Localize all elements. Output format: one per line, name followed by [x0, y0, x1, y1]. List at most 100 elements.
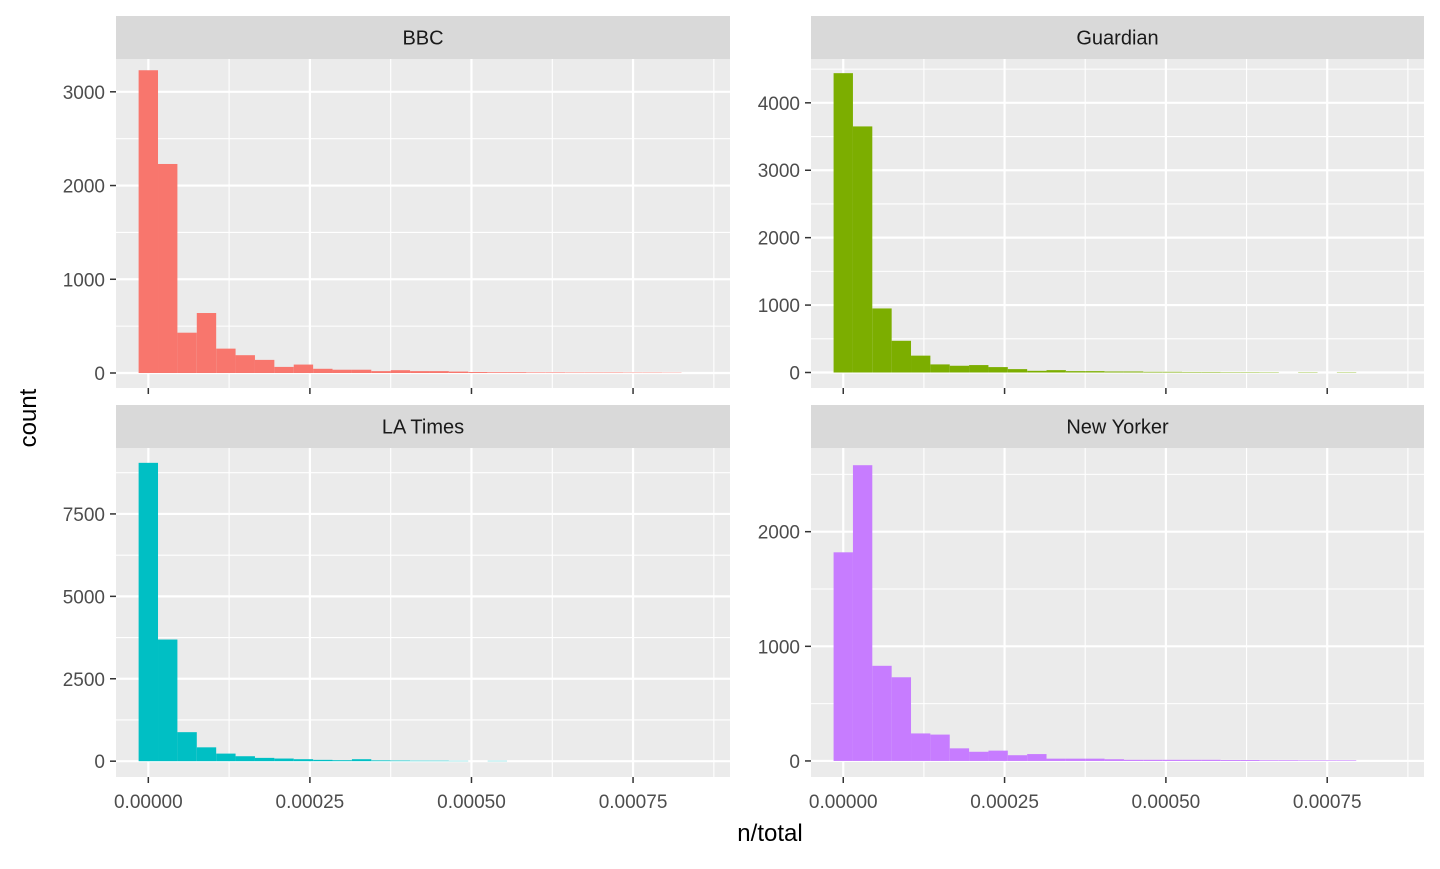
histogram-bar: [1027, 371, 1046, 373]
y-tick-label: 4000: [758, 94, 800, 115]
y-tick-label: 0: [94, 752, 105, 773]
histogram-bar: [216, 349, 235, 373]
histogram-bar: [139, 70, 158, 373]
histogram-bar: [1085, 759, 1104, 761]
panel-background: [116, 448, 730, 777]
facet-title: BBC: [402, 28, 443, 50]
x-tick-label: 0.00075: [599, 792, 668, 813]
histogram-bar: [1182, 760, 1201, 761]
x-tick-label: 0.00050: [1132, 792, 1201, 813]
histogram-bar: [1163, 760, 1182, 761]
histogram-bar: [139, 463, 158, 761]
histogram-bar: [892, 341, 911, 373]
histogram-bar: [1066, 371, 1085, 372]
histogram-bar: [429, 371, 448, 373]
histogram-bar: [352, 370, 371, 373]
y-tick-label: 1000: [63, 270, 105, 291]
histogram-bar: [371, 371, 390, 373]
histogram-bar: [988, 367, 1007, 372]
histogram-bar: [468, 372, 487, 373]
y-tick-label: 2000: [758, 229, 800, 250]
histogram-bar: [1105, 371, 1124, 372]
x-axis-title: n/total: [737, 820, 802, 847]
histogram-bar: [216, 754, 235, 762]
histogram-bar: [1259, 760, 1278, 761]
histogram-bar: [950, 366, 969, 373]
histogram-bar: [546, 372, 565, 373]
histogram-bar: [313, 369, 332, 373]
histogram-bar: [853, 126, 872, 372]
histogram-bar: [1066, 759, 1085, 761]
histogram-bar: [391, 761, 410, 762]
histogram-bar: [1085, 371, 1104, 372]
histogram-bar: [988, 751, 1007, 761]
histogram-bar: [274, 759, 293, 762]
histogram-bar: [1279, 760, 1298, 761]
histogram-bar: [1163, 372, 1182, 373]
histogram-bar: [1298, 760, 1317, 761]
histogram-bar: [236, 355, 255, 373]
y-tick-label: 1000: [758, 296, 800, 317]
histogram-bar: [872, 666, 891, 761]
y-tick-label: 3000: [758, 161, 800, 182]
histogram-bar: [333, 760, 352, 761]
facet-new-yorker: New Yorker 0.00000 0.00025 0.00050 0.00075 0 1…: [758, 405, 1424, 813]
y-tick-label: 0: [789, 752, 800, 773]
histogram-bar: [410, 371, 429, 373]
x-tick-label: 0.00025: [276, 792, 345, 813]
x-tick-label: 0.00075: [1293, 792, 1362, 813]
histogram-bar: [313, 760, 332, 761]
histogram-bar: [969, 365, 988, 372]
histogram-bar: [1047, 370, 1066, 372]
histogram-bar: [371, 760, 390, 761]
histogram-bar: [950, 748, 969, 761]
histogram-bar: [969, 752, 988, 761]
histogram-bar: [892, 677, 911, 761]
histogram-bar: [834, 552, 853, 761]
y-tick-label: 5000: [63, 587, 105, 608]
histogram-bar: [1027, 754, 1046, 761]
histogram-bar: [333, 370, 352, 373]
histogram-bar: [1240, 760, 1259, 761]
histogram-bar: [930, 364, 949, 372]
histogram-bar: [930, 735, 949, 761]
histogram-bar: [1201, 372, 1220, 373]
histogram-bar: [294, 365, 313, 373]
histogram-bar: [853, 465, 872, 761]
y-tick-label: 2000: [63, 177, 105, 198]
histogram-bar: [872, 308, 891, 372]
histogram-bar: [1143, 372, 1162, 373]
histogram-bar: [255, 758, 274, 761]
y-tick-label: 1000: [758, 637, 800, 658]
histogram-bar: [177, 333, 196, 373]
histogram-bar: [1201, 760, 1220, 761]
histogram-bar: [1008, 755, 1027, 761]
histogram-bar: [1105, 759, 1124, 761]
y-tick-label: 2000: [758, 523, 800, 544]
x-tick-label: 0.00050: [437, 792, 506, 813]
histogram-bar: [1318, 760, 1337, 761]
histogram-bar: [1337, 760, 1356, 761]
y-tick-label: 2500: [63, 670, 105, 691]
x-tick-label: 0.00025: [970, 792, 1039, 813]
histogram-bar: [236, 756, 255, 761]
histogram-bar: [177, 732, 196, 761]
facet-title: New Yorker: [1066, 417, 1169, 439]
y-tick-label: 3000: [63, 83, 105, 104]
histogram-bar: [911, 356, 930, 373]
histogram-bar: [488, 372, 507, 373]
x-tick-label: 0.00000: [809, 792, 878, 813]
facet-title: LA Times: [382, 417, 464, 439]
y-tick-label: 0: [789, 363, 800, 384]
histogram-bar: [352, 759, 371, 761]
histogram-bar: [1124, 760, 1143, 761]
histogram-bar: [158, 640, 177, 762]
histogram-bar: [449, 372, 468, 373]
histogram-bar: [197, 747, 216, 761]
histogram-bar: [1182, 372, 1201, 373]
histogram-bar: [158, 164, 177, 373]
histogram-bar: [391, 370, 410, 373]
